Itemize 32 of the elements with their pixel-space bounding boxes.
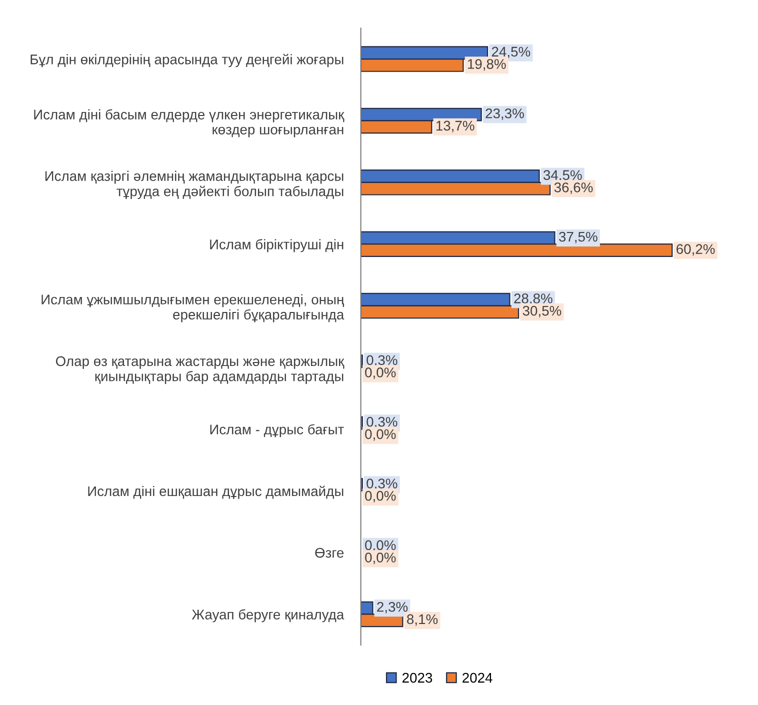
y-tick-label: Бұл дін өкілдерінің арасында туу деңгейі жоғары — [30, 54, 344, 68]
data-label: 0,3% — [366, 416, 398, 428]
data-label: 0,0% — [365, 429, 396, 441]
y-tick-label: Ислам діні басым елдерде үлкен энергетикалық көздер шоғырланған — [34, 109, 344, 138]
legend-label: 2024 — [462, 672, 492, 683]
data-label: 28,8% — [514, 294, 552, 305]
y-tick-label: Ислам біріктіруші дін — [210, 239, 344, 252]
y-tick-label: Ислам қазіргі әлемнің жамандықтарына қарсы тұруда ең дәйекті болып табылады — [45, 170, 344, 199]
y-tick-label: Өзге — [315, 548, 344, 558]
data-label: 2,3% — [377, 602, 408, 614]
y-tick-label: Ислам діні ешқашан дұрыс дамымайды — [88, 486, 344, 499]
data-label: 23,3% — [486, 108, 524, 120]
data-label: 34,5% — [543, 170, 582, 182]
data-label: 0,0% — [365, 368, 396, 380]
y-tick-label: Жауап беруге қиналуда — [192, 609, 344, 622]
data-label: 0,0% — [365, 552, 396, 564]
data-label: 19,8% — [468, 59, 506, 71]
data-label: 36,6% — [554, 182, 593, 194]
legend-label: 2023 — [402, 672, 432, 683]
data-label: 37,5% — [559, 232, 598, 244]
data-label: 60,2% — [676, 244, 715, 256]
data-label: 0,0% — [365, 540, 396, 552]
data-label: 30,5% — [522, 306, 562, 318]
data-label: 8,1% — [407, 614, 438, 626]
y-tick-label: Ислам ұжымшылдығымен ерекшеленеді, оның ерекшелігі бұқаралығында — [42, 294, 344, 322]
y-tick-label: Ислам - дұрыс бағыт — [210, 424, 344, 438]
data-label: 24,5% — [492, 46, 530, 58]
y-tick-label: Олар өз қатарына жастарды және қаржылық қиындықтары бар адамдарды тартады — [56, 356, 344, 384]
data-label: 0,3% — [366, 355, 398, 367]
data-label: 0,3% — [366, 478, 398, 490]
data-label: 13,7% — [436, 120, 474, 132]
data-label: 0,0% — [365, 490, 396, 502]
